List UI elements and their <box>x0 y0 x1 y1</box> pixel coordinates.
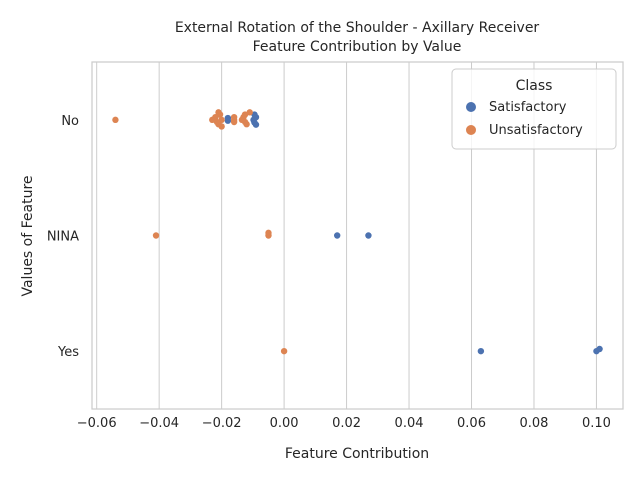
legend-title: Class <box>516 78 553 94</box>
x-tick-label-8: 0.10 <box>582 416 611 431</box>
point-unsatisfactory-11 <box>230 118 238 126</box>
point-satisfactory-8 <box>365 232 372 239</box>
legend-marker-unsatisfactory <box>466 125 476 135</box>
point-unsatisfactory-18 <box>152 232 160 239</box>
point-satisfactory-6 <box>252 121 260 128</box>
x-tick-label-3: 0.00 <box>270 416 299 431</box>
y-tick-label-yes: Yes <box>57 345 79 360</box>
x-tick-label-2: −0.02 <box>202 416 242 431</box>
x-tick-label-6: 0.06 <box>457 416 486 431</box>
x-tick-label-0: −0.06 <box>77 416 117 431</box>
x-tick-label-1: −0.04 <box>139 416 179 431</box>
legend-label-unsatisfactory: Unsatisfactory <box>489 123 583 138</box>
point-unsatisfactory-0 <box>112 116 119 124</box>
y-axis-label: Values of Feature <box>20 175 36 296</box>
point-unsatisfactory-20 <box>265 232 272 239</box>
chart-title-line-1: External Rotation of the Shoulder - Axil… <box>175 20 540 36</box>
y-tick-labels: No NINA Yes <box>47 114 79 360</box>
point-satisfactory-1 <box>224 117 232 124</box>
x-tick-labels: −0.06 −0.04 −0.02 0.00 0.02 0.04 0.06 0.08 0.10 <box>77 416 611 431</box>
legend-marker-satisfactory <box>466 102 476 112</box>
x-axis-label: Feature Contribution <box>285 446 429 462</box>
data-points <box>112 109 603 355</box>
point-satisfactory-11 <box>596 345 603 353</box>
legend-label-satisfactory: Satisfactory <box>489 100 567 115</box>
x-tick-label-4: 0.02 <box>332 416 361 431</box>
point-satisfactory-7 <box>333 232 341 239</box>
x-tick-label-5: 0.04 <box>395 416 424 431</box>
point-unsatisfactory-17 <box>243 121 250 128</box>
y-tick-label-no: No <box>61 114 79 129</box>
point-unsatisfactory-8 <box>218 123 225 130</box>
point-unsatisfactory-15 <box>246 109 253 116</box>
y-tick-label-nina: NINA <box>47 230 79 245</box>
chart-title-line-2: Feature Contribution by Value <box>253 39 462 55</box>
legend: Class Satisfactory Unsatisfactory <box>451 68 617 150</box>
legend-box <box>451 68 617 150</box>
point-satisfactory-9 <box>477 347 485 355</box>
point-unsatisfactory-21 <box>280 347 288 355</box>
plot-frame <box>91 61 624 410</box>
point-unsatisfactory-2 <box>216 111 224 118</box>
x-tick-label-7: 0.08 <box>520 416 549 431</box>
